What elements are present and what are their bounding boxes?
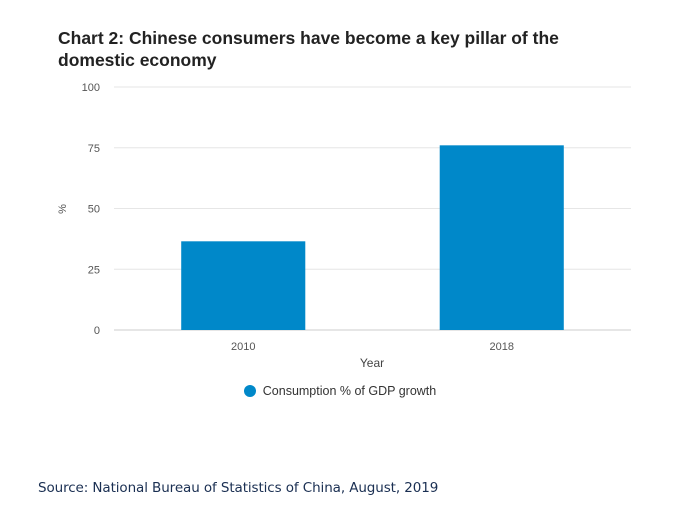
y-tick-label: 50 (88, 204, 100, 216)
x-tick-label: 2018 (490, 341, 514, 353)
bar-2018[interactable] (439, 145, 564, 330)
legend[interactable]: Consumption % of GDP growth (0, 384, 680, 398)
x-tick-label: 2010 (231, 341, 255, 353)
y-tick-label: 0 (94, 325, 100, 337)
source-note: Source: National Bureau of Statistics of… (38, 480, 439, 496)
y-axis-ticks: 0 25 50 75 100 (82, 82, 100, 337)
x-axis-ticks: 2010 2018 (231, 341, 514, 353)
bars (181, 145, 564, 330)
y-tick-label: 100 (82, 82, 100, 94)
legend-label: Consumption % of GDP growth (262, 384, 437, 398)
y-tick-label: 25 (88, 264, 100, 276)
bar-2010[interactable] (181, 241, 306, 330)
y-axis-label: % (57, 204, 69, 214)
legend-marker (243, 385, 256, 397)
chart-title: Chart 2: Chinese consumers have become a… (58, 28, 559, 70)
y-tick-label: 75 (88, 143, 100, 155)
x-axis-label: Year (360, 356, 384, 370)
